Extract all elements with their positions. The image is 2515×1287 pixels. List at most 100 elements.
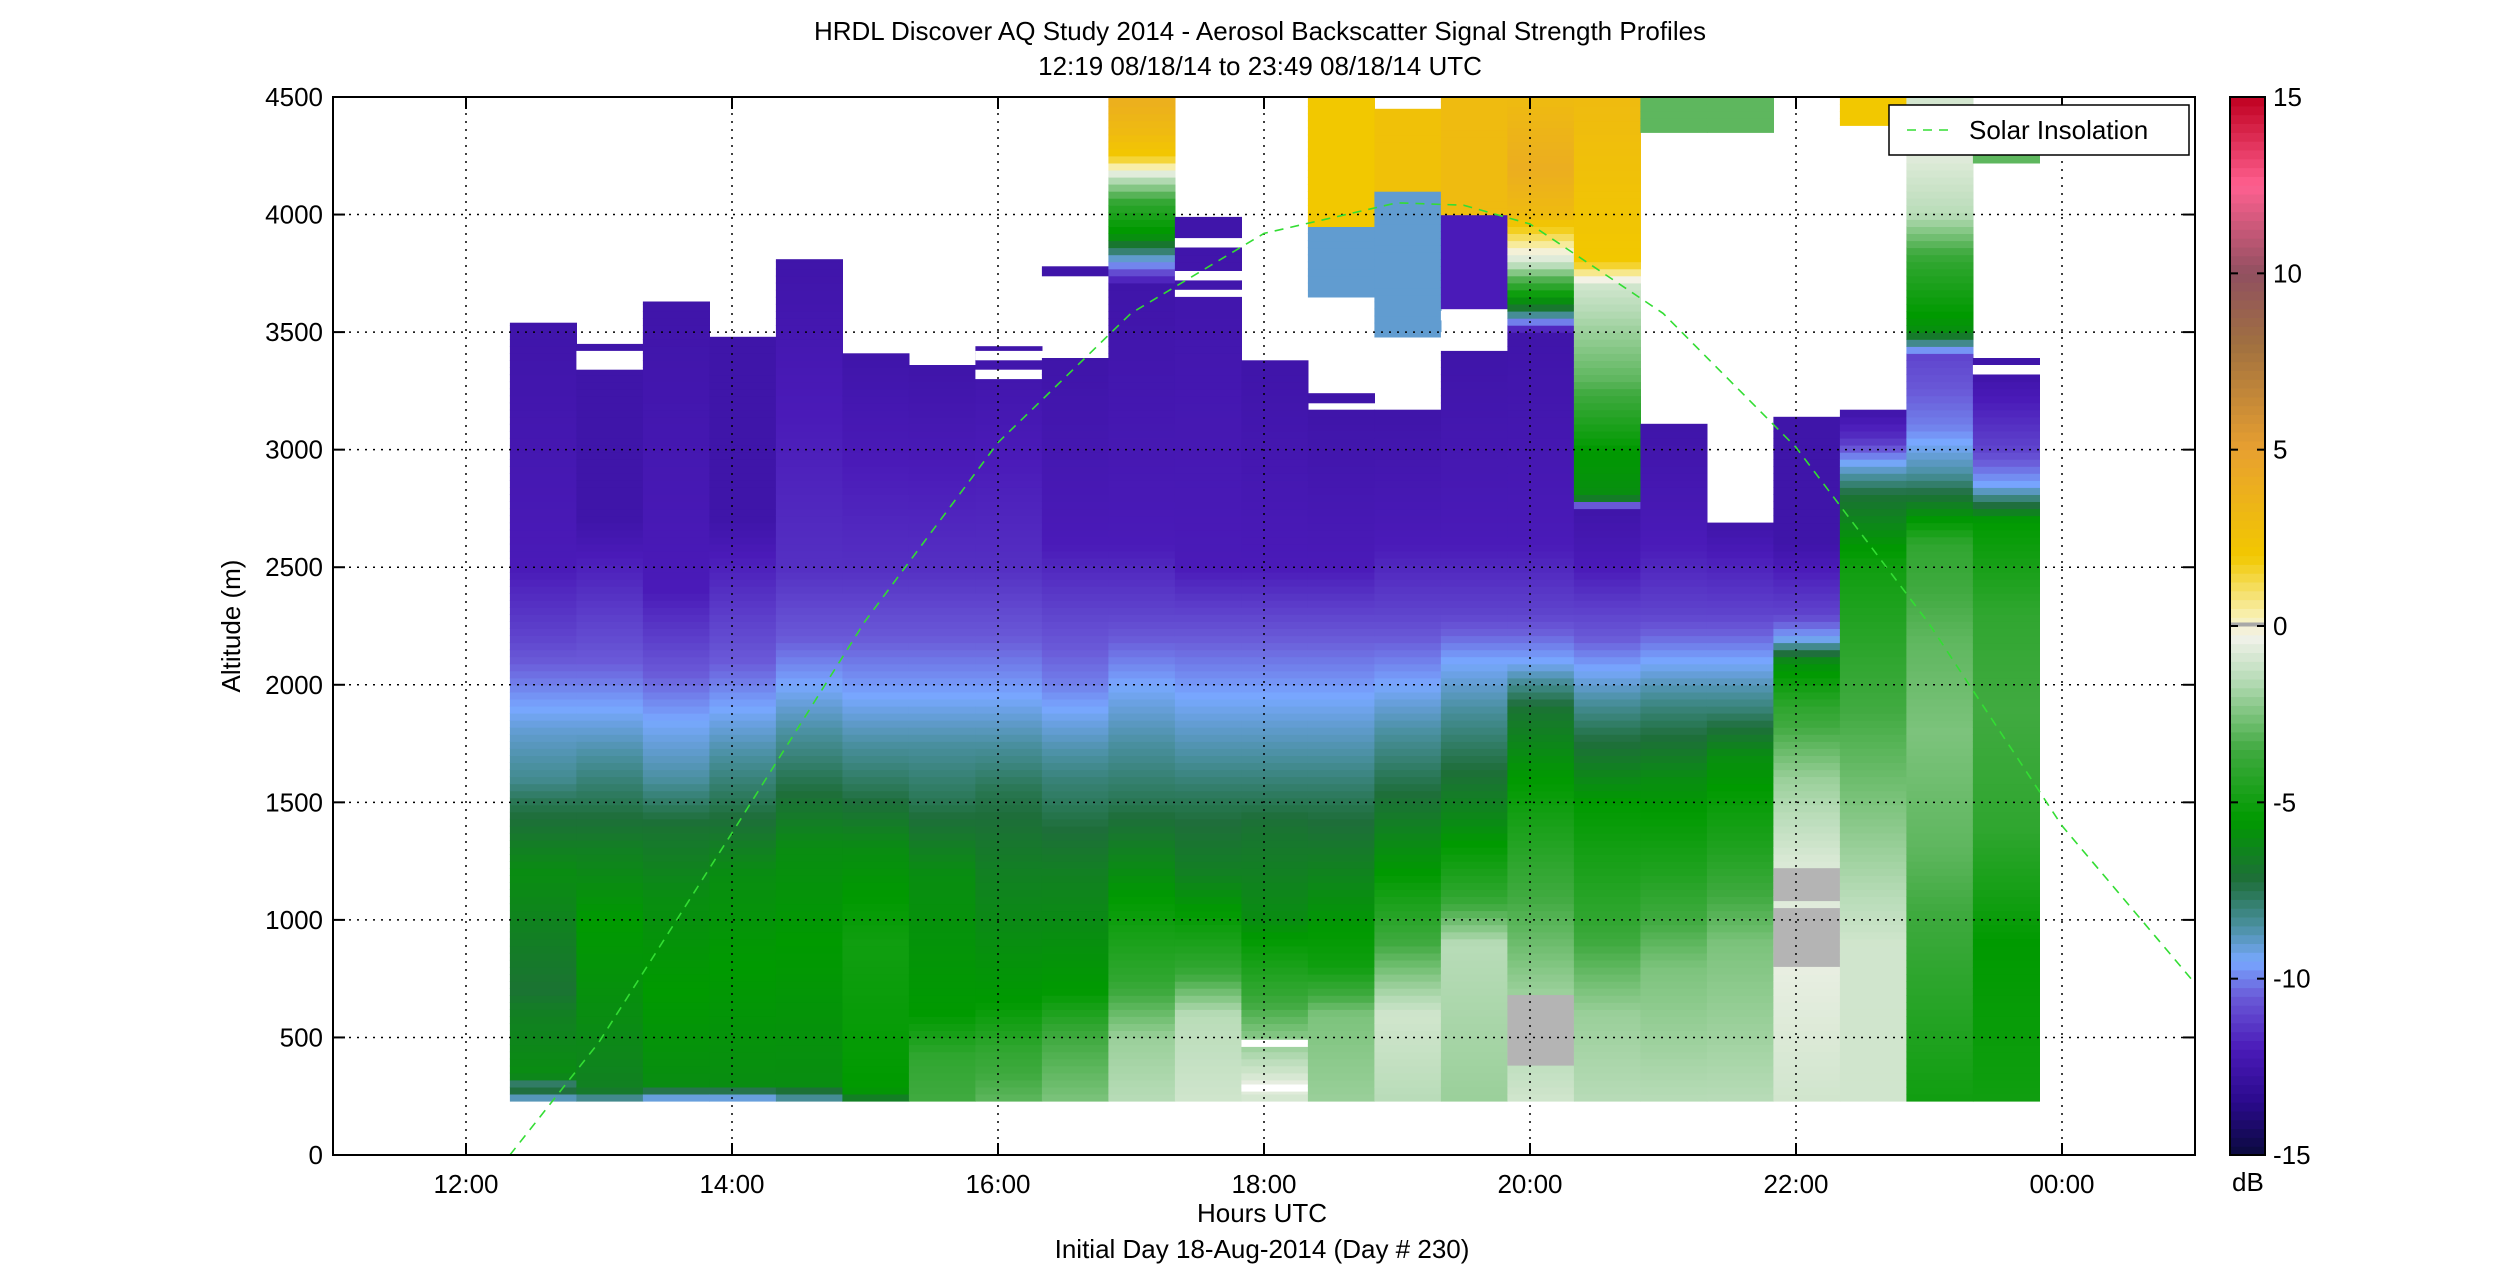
- heatmap-cell: [1773, 642, 1841, 651]
- heatmap-cell: [842, 430, 910, 439]
- heatmap-cell: [1573, 127, 1641, 136]
- chart-subtitle: 12:19 08/18/14 to 23:49 08/18/14 UTC: [1038, 51, 1482, 81]
- heatmap-cell: [709, 656, 777, 665]
- heatmap-cell: [642, 586, 710, 594]
- heatmap-cell: [709, 896, 777, 905]
- heatmap-cell: [1440, 938, 1508, 947]
- heatmap-cell: [642, 381, 710, 390]
- heatmap-cell: [1507, 141, 1575, 150]
- heatmap-cell: [1440, 214, 1508, 218]
- colorbar-segment: [2230, 767, 2265, 777]
- heatmap-cell: [1307, 543, 1375, 552]
- heatmap-cell: [1041, 861, 1109, 869]
- heatmap-cell: [1573, 430, 1641, 439]
- heatmap-cell: [642, 790, 710, 799]
- heatmap-cell: [1440, 287, 1508, 296]
- heatmap-cell: [1573, 522, 1641, 531]
- heatmap-cell: [975, 1044, 1043, 1053]
- heatmap-cell: [1640, 804, 1708, 813]
- heatmap-cell: [1640, 847, 1708, 855]
- x-tick-label: 22:00: [1763, 1169, 1828, 1199]
- colorbar-unit-label: dB: [2232, 1167, 2264, 1197]
- heatmap-cell: [842, 670, 910, 679]
- heatmap-cell: [975, 508, 1043, 517]
- heatmap-cell: [1307, 966, 1375, 975]
- heatmap-cell: [1507, 247, 1575, 256]
- heatmap-cell: [775, 325, 843, 333]
- heatmap-cell: [509, 1058, 577, 1067]
- heatmap-cell: [1174, 550, 1242, 559]
- heatmap-cell: [576, 649, 644, 658]
- heatmap-cell: [709, 459, 777, 467]
- heatmap-cell: [842, 494, 910, 502]
- heatmap-cell: [1706, 1044, 1774, 1053]
- heatmap-cell: [509, 635, 577, 644]
- heatmap-cell: [1108, 593, 1176, 601]
- heatmap-cell: [1440, 818, 1508, 827]
- heatmap-cell: [576, 670, 644, 679]
- heatmap-cell: [842, 508, 910, 517]
- colorbar-segment: [2230, 1031, 2265, 1041]
- colorbar-segment: [2230, 194, 2265, 204]
- heatmap-cell: [576, 684, 644, 693]
- heatmap-cell: [576, 536, 644, 545]
- heatmap-cell: [1041, 536, 1109, 545]
- heatmap-cell: [642, 522, 710, 531]
- heatmap-cell: [1773, 974, 1841, 982]
- heatmap-cell: [1906, 557, 1974, 566]
- heatmap-cell: [975, 663, 1043, 672]
- heatmap-cell: [1573, 1093, 1641, 1102]
- heatmap-column: [1307, 97, 1375, 1102]
- heatmap-cell: [1307, 247, 1375, 256]
- heatmap-cell: [775, 593, 843, 601]
- heatmap-cell: [775, 628, 843, 637]
- heatmap-cell: [908, 1072, 976, 1081]
- heatmap-cell: [576, 868, 644, 876]
- heatmap-cell: [1507, 677, 1575, 686]
- heatmap-cell: [642, 832, 710, 841]
- heatmap-cell: [1706, 522, 1774, 531]
- heatmap-cell: [576, 430, 644, 439]
- heatmap-cell: [908, 755, 976, 763]
- heatmap-cell: [1507, 854, 1575, 862]
- heatmap-cell: [1839, 875, 1907, 883]
- heatmap-cell: [1507, 684, 1575, 693]
- heatmap-cell: [1041, 579, 1109, 587]
- heatmap-cell: [1041, 755, 1109, 763]
- heatmap-cell: [1241, 430, 1309, 439]
- heatmap-cell: [1041, 720, 1109, 728]
- heatmap-column: [1108, 97, 1176, 1102]
- heatmap-cell: [1573, 910, 1641, 919]
- heatmap-cell: [775, 811, 843, 820]
- heatmap-cell: [642, 769, 710, 778]
- heatmap-cell: [1573, 656, 1641, 665]
- heatmap-cell: [908, 395, 976, 404]
- heatmap-cell: [1041, 621, 1109, 629]
- heatmap-cell: [1440, 367, 1508, 376]
- heatmap-cell: [1374, 832, 1442, 841]
- colorbar-segment: [2230, 996, 2265, 1006]
- heatmap-cell: [1041, 974, 1109, 982]
- heatmap-cell: [775, 1079, 843, 1088]
- heatmap-cell: [1041, 917, 1109, 926]
- heatmap-cell: [1839, 1093, 1907, 1102]
- heatmap-cell: [1374, 1023, 1442, 1031]
- heatmap-cell: [1906, 402, 1974, 411]
- heatmap-cell: [509, 543, 577, 552]
- heatmap-cell: [975, 1079, 1043, 1088]
- heatmap-cell: [775, 825, 843, 834]
- heatmap-cell: [1906, 854, 1974, 862]
- heatmap-cell: [975, 494, 1043, 502]
- heatmap-cell: [1773, 854, 1841, 862]
- heatmap-cell: [576, 395, 644, 404]
- heatmap-cell: [642, 1065, 710, 1074]
- heatmap-cell: [908, 365, 976, 368]
- heatmap-cell: [1839, 452, 1907, 460]
- heatmap-cell: [1108, 282, 1176, 291]
- heatmap-cell: [1041, 677, 1109, 686]
- heatmap-cell: [908, 988, 976, 996]
- heatmap-cell: [1440, 207, 1508, 216]
- heatmap-cell: [775, 614, 843, 622]
- heatmap-cell: [1906, 416, 1974, 425]
- heatmap-cell: [775, 889, 843, 897]
